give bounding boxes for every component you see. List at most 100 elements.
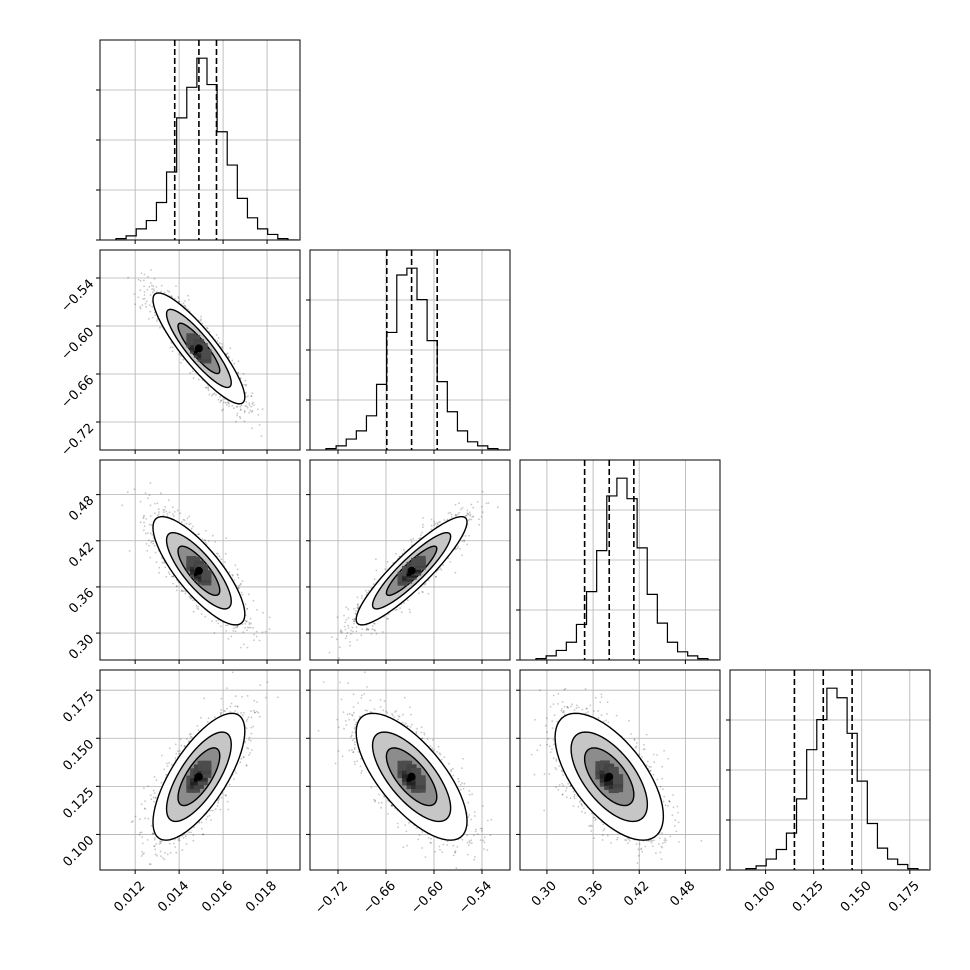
scatter-point bbox=[239, 408, 242, 411]
scatter-point bbox=[241, 580, 244, 583]
scatter-point bbox=[217, 801, 220, 804]
scatter-point bbox=[160, 855, 162, 858]
scatter-point bbox=[480, 515, 483, 518]
scatter-point bbox=[236, 573, 239, 576]
scatter-point bbox=[247, 747, 250, 750]
scatter-point bbox=[468, 518, 471, 520]
scatter-point bbox=[439, 567, 442, 569]
scatter-point bbox=[436, 522, 439, 525]
scatter-point bbox=[201, 538, 204, 540]
scatter-point bbox=[402, 548, 405, 551]
scatter-point bbox=[174, 838, 176, 841]
scatter-point bbox=[148, 871, 150, 873]
scatter-point bbox=[355, 721, 358, 724]
scatter-point bbox=[239, 417, 242, 420]
scatter-point bbox=[435, 576, 437, 578]
scatter-point bbox=[466, 512, 469, 515]
scatter-point bbox=[168, 762, 170, 764]
scatter-point bbox=[237, 360, 240, 363]
scatter-point bbox=[237, 576, 240, 579]
scatter-point bbox=[350, 734, 353, 737]
scatter-point bbox=[251, 403, 254, 405]
scatter-point bbox=[151, 533, 154, 536]
scatter-point bbox=[410, 541, 413, 543]
scatter-point bbox=[464, 535, 467, 537]
scatter-point bbox=[483, 848, 485, 850]
scatter-point bbox=[353, 622, 355, 625]
scatter-point bbox=[220, 708, 223, 711]
scatter-point bbox=[183, 745, 186, 748]
scatter-point bbox=[208, 814, 211, 817]
scatter-point bbox=[450, 770, 453, 773]
scatter-point bbox=[408, 608, 411, 611]
scatter-point bbox=[220, 713, 222, 716]
scatter-point bbox=[421, 531, 423, 534]
scatter-point bbox=[429, 841, 432, 844]
scatter-point bbox=[151, 291, 154, 294]
scatter-point bbox=[231, 404, 234, 407]
scatter-point bbox=[154, 512, 156, 515]
scatter-point bbox=[169, 851, 172, 854]
scatter-point bbox=[200, 318, 202, 321]
scatter-point bbox=[142, 517, 145, 520]
scatter-point bbox=[246, 608, 248, 610]
scatter-point bbox=[481, 490, 484, 493]
scatter-point bbox=[171, 346, 174, 349]
scatter-point bbox=[406, 599, 409, 602]
scatter-point bbox=[341, 755, 344, 758]
scatter-point bbox=[226, 800, 229, 803]
scatter-point bbox=[166, 513, 169, 515]
scatter-point bbox=[463, 539, 466, 542]
scatter-point bbox=[147, 275, 149, 278]
scatter-point bbox=[240, 582, 242, 585]
scatter-point bbox=[250, 726, 253, 729]
scatter-point bbox=[474, 856, 476, 858]
scatter-point bbox=[364, 709, 367, 712]
scatter-point bbox=[216, 805, 219, 807]
scatter-point bbox=[183, 745, 186, 748]
scatter-point bbox=[248, 626, 251, 629]
scatter-point bbox=[205, 386, 208, 389]
scatter-point bbox=[421, 737, 424, 740]
scatter-point bbox=[219, 808, 222, 811]
scatter-point bbox=[340, 698, 343, 701]
scatter-point bbox=[233, 407, 235, 410]
scatter-point bbox=[186, 738, 188, 740]
scatter-point bbox=[148, 539, 150, 542]
scatter-point bbox=[441, 851, 443, 853]
scatter-point bbox=[454, 503, 457, 506]
scatter-point bbox=[143, 525, 146, 528]
scatter-point bbox=[137, 278, 140, 281]
histogram-step-line bbox=[115, 57, 298, 240]
scatter-point bbox=[253, 711, 256, 714]
scatter-point bbox=[268, 628, 271, 631]
scatter-point bbox=[468, 840, 471, 843]
scatter-point bbox=[207, 717, 210, 720]
scatter-point bbox=[142, 279, 145, 282]
scatter-point bbox=[406, 725, 409, 727]
scatter-point bbox=[192, 839, 195, 842]
scatter-point bbox=[207, 540, 210, 542]
scatter-point bbox=[244, 622, 247, 625]
scatter-point bbox=[253, 404, 255, 406]
scatter-point bbox=[197, 608, 200, 611]
scatter-point bbox=[455, 515, 458, 517]
scatter-point bbox=[454, 513, 457, 516]
scatter-point bbox=[373, 708, 376, 710]
scatter-point bbox=[454, 851, 457, 854]
scatter-point bbox=[454, 571, 457, 574]
density-core-cell bbox=[201, 570, 212, 581]
scatter-point bbox=[469, 515, 471, 517]
scatter-point bbox=[440, 568, 443, 571]
scatter-point bbox=[347, 608, 350, 611]
scatter-point bbox=[208, 393, 211, 396]
scatter-point bbox=[386, 561, 389, 563]
scatter-point bbox=[148, 523, 151, 526]
scatter-point bbox=[446, 840, 449, 843]
scatter-point bbox=[381, 631, 384, 633]
scatter-point bbox=[335, 638, 338, 641]
scatter-point bbox=[390, 804, 393, 807]
scatter-point bbox=[239, 761, 242, 764]
scatter-point bbox=[182, 518, 185, 521]
scatter-point bbox=[141, 842, 144, 845]
